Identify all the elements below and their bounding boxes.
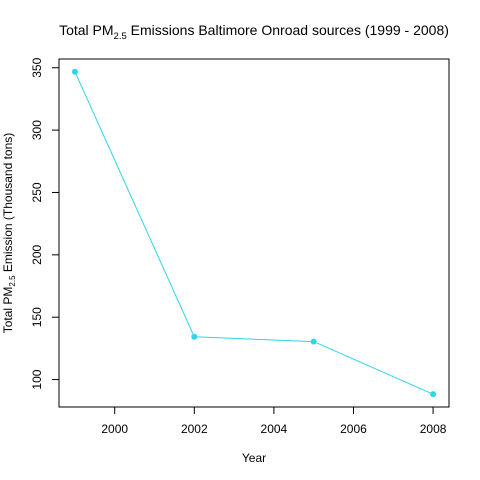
y-tick-label: 350	[30, 57, 44, 77]
plot-area-frame	[58, 58, 450, 408]
chart-title-suffix: Emissions Baltimore Onroad sources (1999…	[127, 22, 449, 38]
chart-title-prefix: Total PM	[59, 22, 113, 38]
y-tick-label: 300	[30, 120, 44, 140]
x-tick-label: 2006	[340, 422, 367, 436]
x-tick-label: 2002	[181, 422, 208, 436]
series-line	[74, 71, 434, 395]
y-axis-title: Total PM2.5 Emission (Thousand tons)	[1, 133, 17, 334]
y-tick-label: 150	[30, 307, 44, 327]
x-axis: 2000 2002 2004 2006 2008	[101, 407, 447, 436]
data-point	[71, 68, 78, 75]
chart-title: Total PM2.5 Emissions Baltimore Onroad s…	[59, 22, 449, 42]
y-axis-title-suffix: Emission (Thousand tons)	[1, 133, 15, 276]
y-tick-label: 200	[30, 244, 44, 264]
x-tick-label: 2004	[261, 422, 288, 436]
y-axis: 100 150 200 250 300 350	[30, 57, 59, 390]
x-tick-label: 2008	[420, 422, 447, 436]
x-axis-title: Year	[242, 451, 266, 465]
y-tick-label: 250	[30, 182, 44, 202]
data-point	[430, 391, 437, 398]
data-point	[310, 338, 317, 345]
data-point	[191, 333, 198, 340]
series-emissions	[71, 68, 437, 398]
y-axis-title-prefix: Total PM	[1, 287, 15, 334]
y-tick-label: 100	[30, 369, 44, 389]
y-axis-title-subscript: 2.5	[8, 275, 17, 287]
chart-title-subscript: 2.5	[114, 31, 127, 42]
x-tick-label: 2000	[101, 422, 128, 436]
